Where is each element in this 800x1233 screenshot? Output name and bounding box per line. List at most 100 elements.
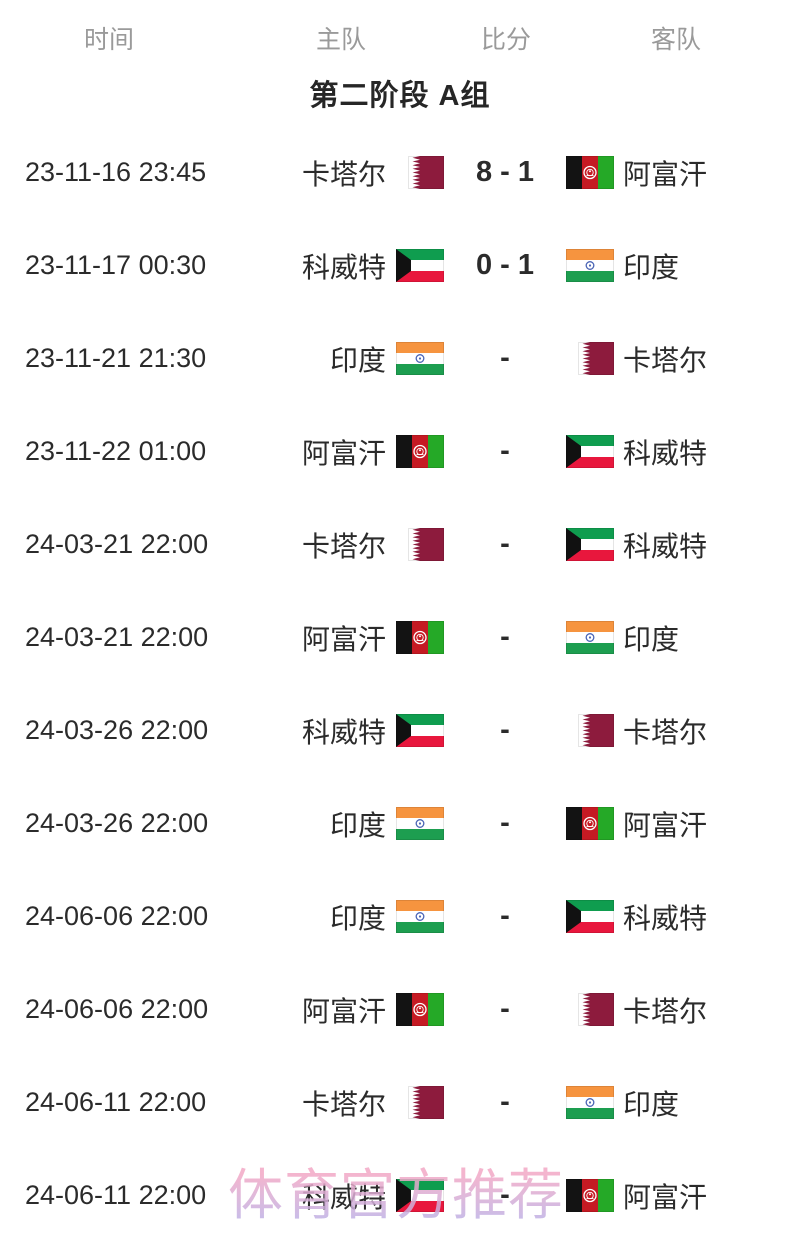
away-team-flag	[566, 156, 614, 189]
column-header-time: 时间	[83, 26, 135, 54]
away-team-flag	[566, 342, 614, 375]
kuwait-flag-icon	[566, 900, 614, 933]
home-team-name: 阿富汗	[301, 995, 386, 1027]
home-team-name: 印度	[329, 902, 386, 934]
afghanistan-flag-icon	[396, 621, 444, 654]
match-row[interactable]: 23-11-21 21:30 印度 - 卡塔尔	[0, 312, 800, 405]
match-list: 23-11-16 23:45 卡塔尔 8 - 1 阿富汗 23-11-17 00…	[0, 126, 800, 1233]
india-flag-icon	[566, 249, 614, 282]
kuwait-flag-icon	[566, 435, 614, 468]
match-row[interactable]: 24-03-21 22:00 阿富汗 - 印度	[0, 591, 800, 684]
match-row[interactable]: 23-11-22 01:00 阿富汗 - 科威特	[0, 405, 800, 498]
match-time: 24-03-21 22:00	[25, 622, 209, 652]
match-score: -	[500, 807, 510, 839]
column-header-away: 客队	[650, 26, 702, 54]
away-team-flag	[566, 1179, 614, 1212]
match-score: -	[500, 528, 510, 560]
qatar-flag-icon	[578, 714, 614, 747]
table-column-headers: 时间 主队 比分 客队	[0, 0, 800, 60]
match-time: 23-11-21 21:30	[25, 343, 207, 373]
away-team-name: 科威特	[623, 902, 708, 934]
match-time: 24-03-26 22:00	[25, 808, 209, 838]
afghanistan-flag-icon	[566, 1179, 614, 1212]
afghanistan-flag-icon	[396, 993, 444, 1026]
away-team-flag	[566, 249, 614, 282]
match-score: -	[500, 621, 510, 653]
home-team-flag	[396, 807, 444, 840]
match-time: 24-06-11 22:00	[25, 1087, 207, 1117]
column-header-home: 主队	[315, 26, 367, 54]
away-team-name: 阿富汗	[623, 1181, 708, 1213]
away-team-name: 印度	[623, 623, 680, 655]
match-row[interactable]: 23-11-17 00:30 科威特 0 - 1 印度	[0, 219, 800, 312]
qatar-flag-icon	[408, 156, 444, 189]
away-team-name: 阿富汗	[623, 809, 708, 841]
india-flag-icon	[566, 1086, 614, 1119]
home-team-flag	[396, 249, 444, 282]
home-team-name: 科威特	[301, 716, 386, 748]
match-row[interactable]: 24-03-26 22:00 印度 - 阿富汗	[0, 777, 800, 870]
match-time: 24-06-11 22:00	[25, 1180, 207, 1210]
away-team-flag	[566, 528, 614, 561]
away-team-name: 卡塔尔	[623, 716, 708, 748]
home-team-name: 科威特	[301, 251, 386, 283]
home-team-name: 卡塔尔	[301, 158, 386, 190]
home-team-flag	[396, 1086, 444, 1119]
away-team-name: 阿富汗	[623, 158, 708, 190]
match-time: 24-03-26 22:00	[25, 715, 209, 745]
away-team-flag	[566, 621, 614, 654]
india-flag-icon	[396, 807, 444, 840]
away-team-flag	[566, 435, 614, 468]
away-team-flag	[566, 993, 614, 1026]
home-team-name: 阿富汗	[301, 437, 386, 469]
home-team-name: 卡塔尔	[301, 530, 386, 562]
kuwait-flag-icon	[396, 249, 444, 282]
home-team-flag	[396, 714, 444, 747]
match-time: 24-06-06 22:00	[25, 994, 209, 1024]
qatar-flag-icon	[408, 528, 444, 561]
afghanistan-flag-icon	[566, 156, 614, 189]
home-team-flag	[396, 156, 444, 189]
match-row[interactable]: 24-06-11 22:00 卡塔尔 - 印度	[0, 1056, 800, 1149]
match-time: 24-06-06 22:00	[25, 901, 209, 931]
home-team-flag	[396, 993, 444, 1026]
match-score: -	[500, 900, 510, 932]
match-row[interactable]: 24-03-21 22:00 卡塔尔 - 科威特	[0, 498, 800, 591]
home-team-flag	[396, 900, 444, 933]
match-row[interactable]: 24-06-06 22:00 印度 - 科威特	[0, 870, 800, 963]
match-score: -	[500, 1179, 510, 1211]
home-team-flag	[396, 342, 444, 375]
home-team-name: 印度	[329, 809, 386, 841]
home-team-flag	[396, 621, 444, 654]
afghanistan-flag-icon	[396, 435, 444, 468]
match-score: 0 - 1	[475, 249, 535, 281]
away-team-name: 科威特	[623, 437, 708, 469]
match-score: 8 - 1	[475, 156, 535, 188]
india-flag-icon	[396, 342, 444, 375]
match-score: -	[500, 1086, 510, 1118]
kuwait-flag-icon	[566, 528, 614, 561]
away-team-name: 印度	[623, 1088, 680, 1120]
column-header-score: 比分	[480, 26, 532, 54]
home-team-flag	[396, 528, 444, 561]
match-time: 24-03-21 22:00	[25, 529, 209, 559]
india-flag-icon	[396, 900, 444, 933]
away-team-name: 卡塔尔	[623, 344, 708, 376]
match-row[interactable]: 24-03-26 22:00 科威特 - 卡塔尔	[0, 684, 800, 777]
away-team-flag	[566, 714, 614, 747]
india-flag-icon	[566, 621, 614, 654]
match-time: 23-11-17 00:30	[25, 250, 207, 280]
match-row[interactable]: 23-11-16 23:45 卡塔尔 8 - 1 阿富汗	[0, 126, 800, 219]
home-team-name: 印度	[329, 344, 386, 376]
match-row[interactable]: 24-06-06 22:00 阿富汗 - 卡塔尔	[0, 963, 800, 1056]
kuwait-flag-icon	[396, 1179, 444, 1212]
home-team-name: 科威特	[301, 1181, 386, 1213]
home-team-name: 阿富汗	[301, 623, 386, 655]
away-team-flag	[566, 900, 614, 933]
qatar-flag-icon	[578, 993, 614, 1026]
match-score: -	[500, 993, 510, 1025]
away-team-name: 科威特	[623, 530, 708, 562]
away-team-name: 卡塔尔	[623, 995, 708, 1027]
match-row[interactable]: 24-06-11 22:00 科威特 - 阿富汗	[0, 1149, 800, 1233]
home-team-name: 卡塔尔	[301, 1088, 386, 1120]
